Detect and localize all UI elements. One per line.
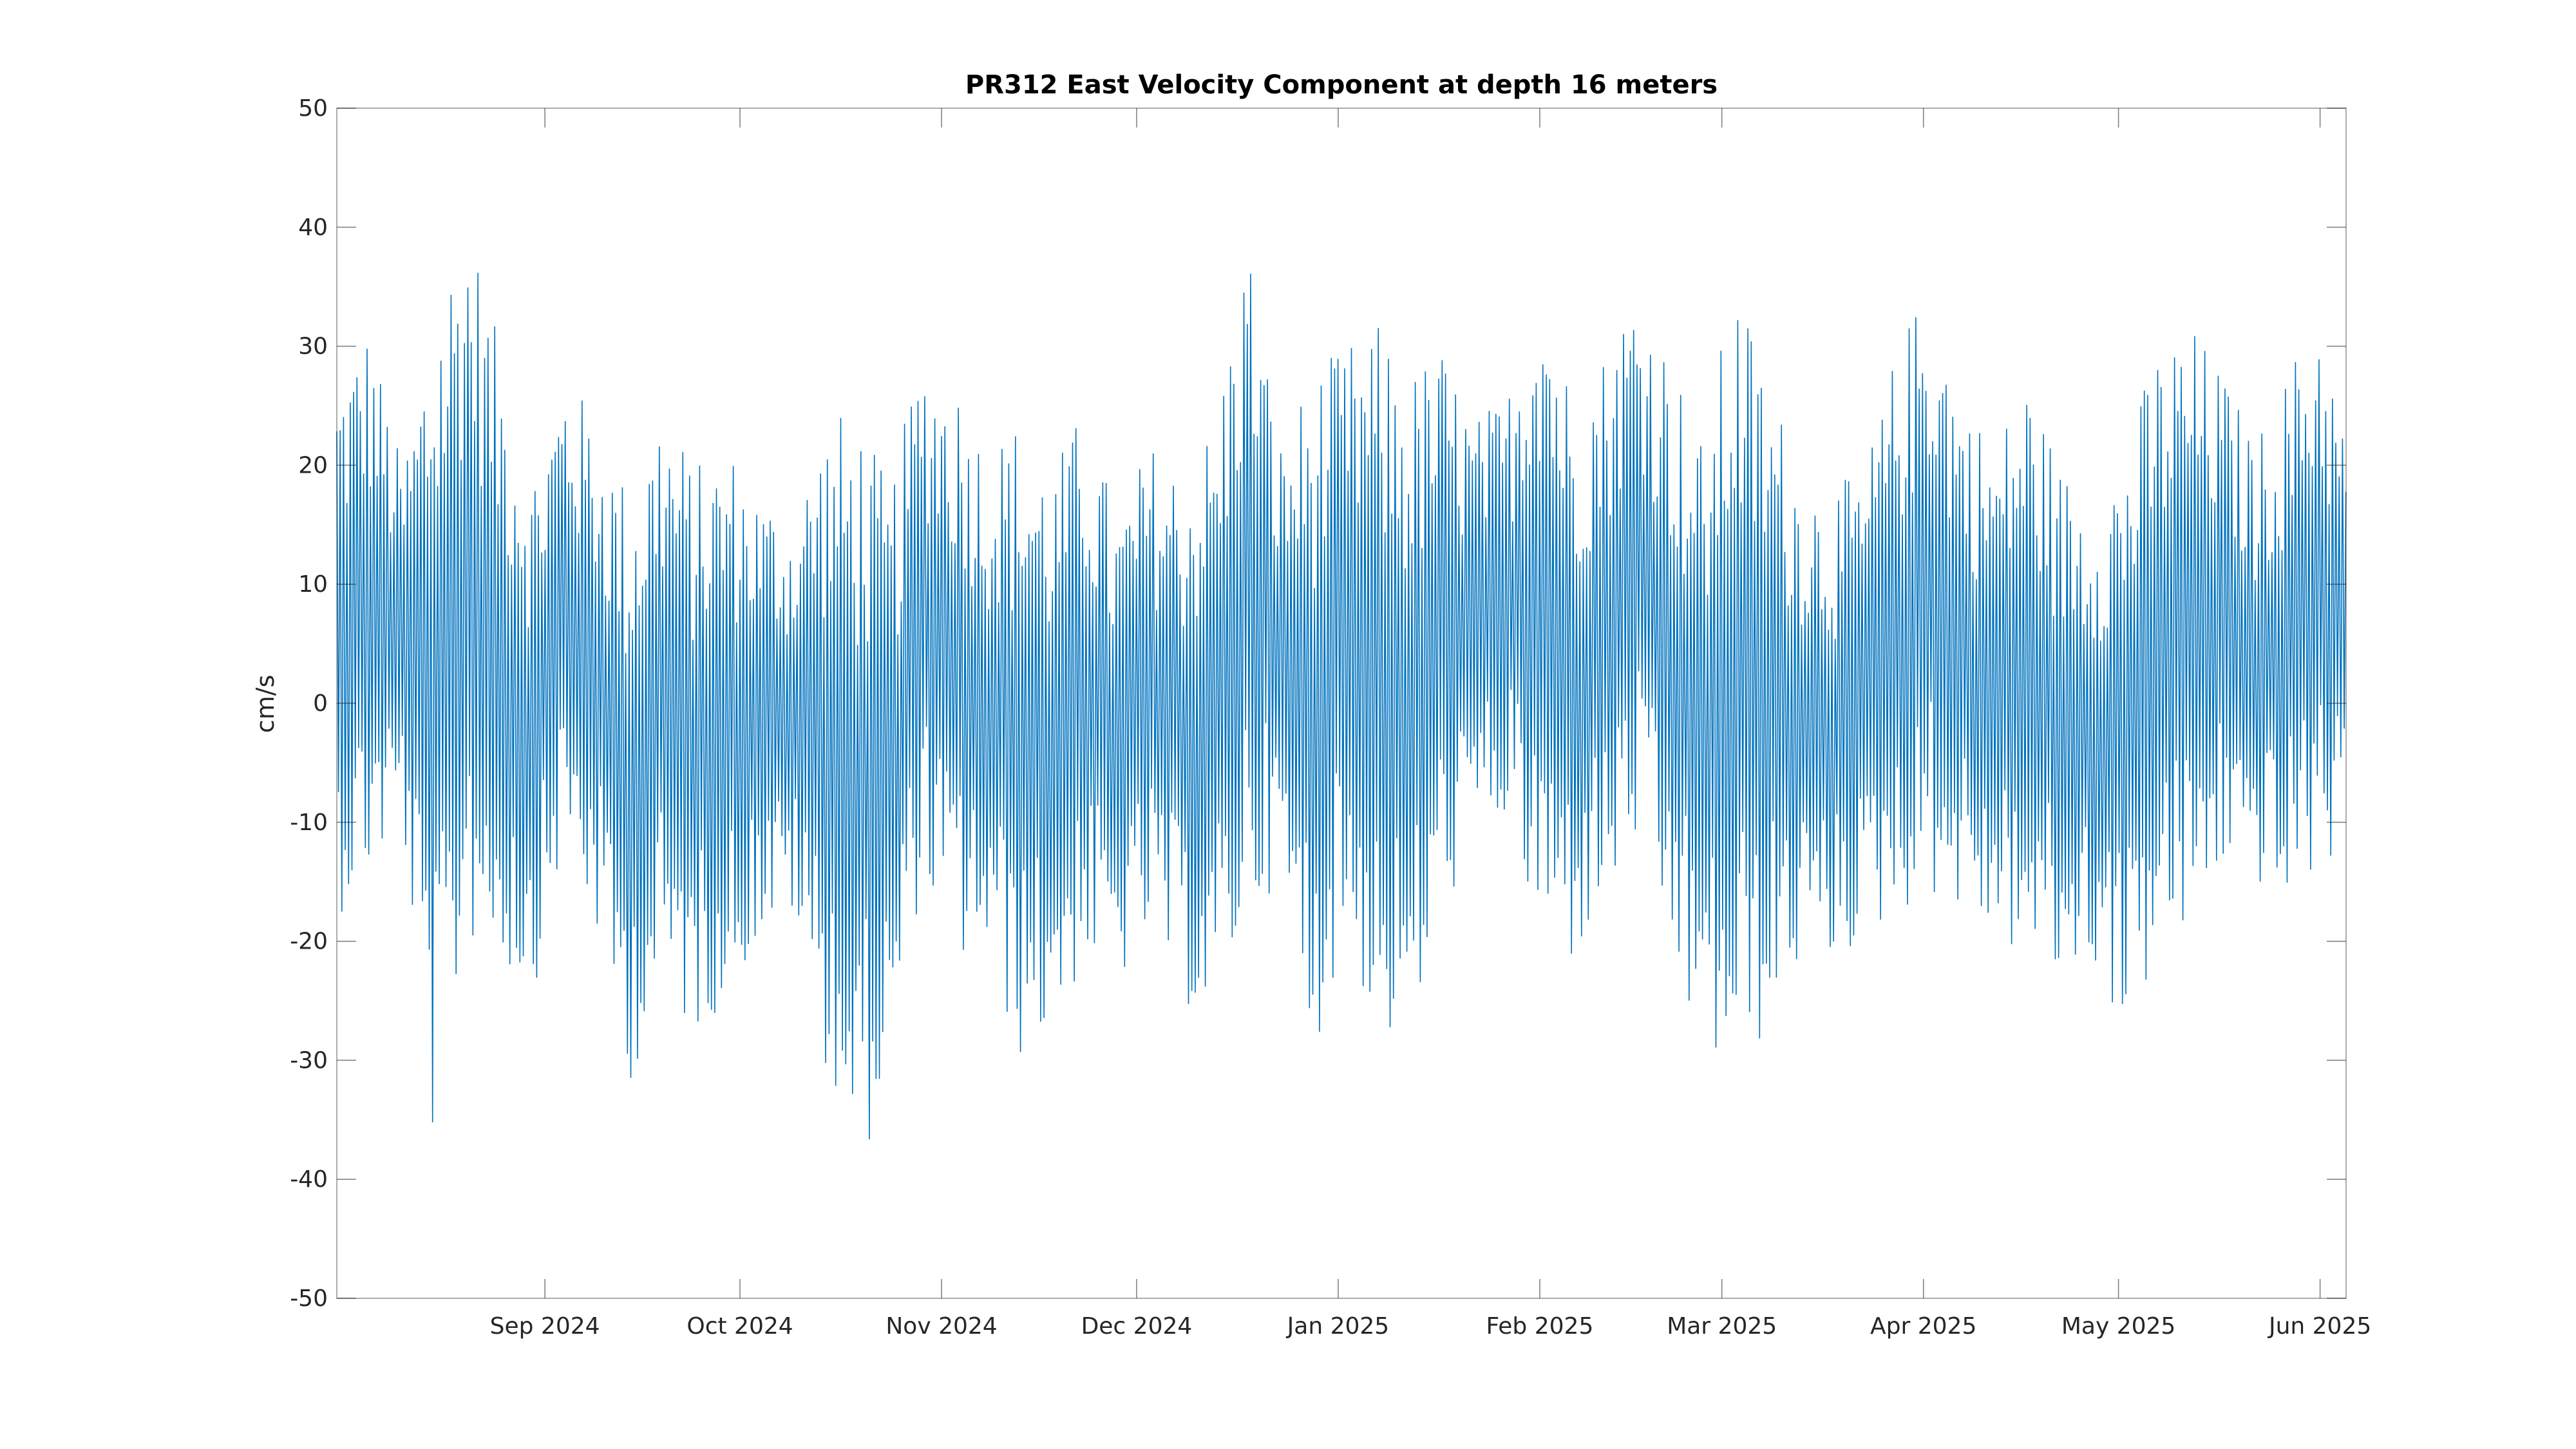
x-tick-label: Dec 2024 xyxy=(1081,1313,1193,1340)
y-tick-label: -40 xyxy=(290,1166,328,1193)
x-axis: Sep 2024 Oct 2024 Nov 2024 Dec 2024 Jan 2025… xyxy=(490,108,2371,1340)
x-tick-label: Oct 2024 xyxy=(687,1313,793,1340)
y-tick-label: -20 xyxy=(290,929,328,955)
y-tick-label: 10 xyxy=(298,571,328,598)
x-tick-label: Feb 2025 xyxy=(1486,1313,1594,1340)
x-tick-label: May 2025 xyxy=(2061,1313,2176,1340)
x-tick-label: Apr 2025 xyxy=(1870,1313,1976,1340)
axes-box xyxy=(336,108,2347,1299)
y-tick-label: -10 xyxy=(290,810,328,836)
x-tick-label: Jun 2025 xyxy=(2268,1313,2371,1340)
plot-area xyxy=(336,272,2347,1140)
chart-title: PR312 East Velocity Component at depth 1… xyxy=(965,70,1718,100)
y-tick-label: -50 xyxy=(290,1285,328,1312)
y-axis: -50 -40 -30 -20 -10 0 10 20 30 40 50 xyxy=(290,95,2346,1312)
y-tick-label: 0 xyxy=(313,690,328,717)
velocity-series-line xyxy=(336,272,2347,1140)
x-tick-label: Jan 2025 xyxy=(1286,1313,1390,1340)
y-tick-label: -30 xyxy=(290,1047,328,1074)
x-tick-label: Nov 2024 xyxy=(886,1313,997,1340)
y-tick-label: 20 xyxy=(298,452,328,478)
y-tick-label: 30 xyxy=(298,334,328,360)
x-tick-label: Mar 2025 xyxy=(1667,1313,1777,1340)
y-tick-label: 50 xyxy=(298,95,328,122)
y-tick-label: 40 xyxy=(298,214,328,241)
y-axis-label: cm/s xyxy=(251,675,279,734)
x-tick-label: Sep 2024 xyxy=(490,1313,600,1340)
